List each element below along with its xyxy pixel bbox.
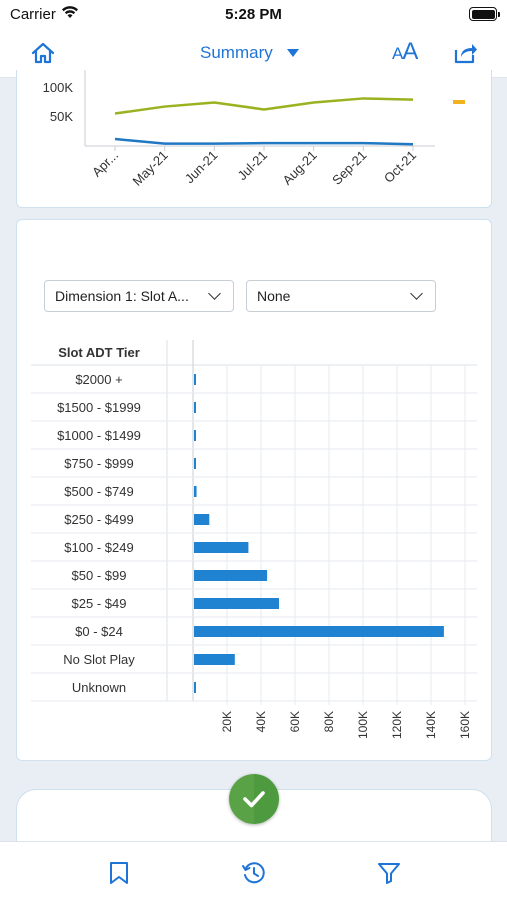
- category-label: $100 - $249: [64, 540, 133, 555]
- category-label: Unknown: [72, 680, 126, 695]
- bar[interactable]: [194, 626, 444, 637]
- x-tick-label: Sep-21: [329, 148, 369, 188]
- bar-chart-card: Dimension 1: Slot A... None Slot ADT Tie…: [16, 219, 492, 761]
- bookmark-icon[interactable]: [106, 860, 132, 886]
- home-icon[interactable]: [30, 40, 56, 66]
- category-label: $50 - $99: [72, 568, 127, 583]
- x-tick-label: 80K: [322, 711, 336, 732]
- checkmark-icon: [243, 791, 265, 808]
- x-tick-label: Oct-21: [381, 148, 419, 186]
- x-tick-label: 60K: [288, 711, 302, 732]
- category-label: $750 - $999: [64, 456, 133, 471]
- bar[interactable]: [194, 402, 196, 413]
- history-icon[interactable]: [241, 860, 267, 886]
- tab-bar: [0, 841, 507, 900]
- caret-down-icon: [286, 49, 299, 57]
- font-large-a: A: [402, 38, 418, 65]
- x-tick-label: Apr...: [89, 148, 121, 180]
- x-tick-label: 40K: [254, 711, 268, 732]
- category-label: $1500 - $1999: [57, 400, 141, 415]
- clock: 5:28 PM: [225, 6, 282, 23]
- bar[interactable]: [194, 374, 196, 385]
- filter-icon[interactable]: [376, 860, 402, 886]
- x-tick-label: 160K: [458, 711, 472, 739]
- category-label: No Slot Play: [63, 652, 135, 667]
- category-label: $25 - $49: [72, 596, 127, 611]
- trend-chart-card: 100K 50K Apr... May-21 Jun-21 Jul-21 Aug-21 Sep…: [16, 70, 492, 208]
- font-size-button[interactable]: AA: [392, 38, 418, 66]
- bar[interactable]: [194, 542, 249, 553]
- dimension2-dropdown[interactable]: None: [246, 280, 436, 312]
- nav-title-label: Summary: [200, 43, 273, 62]
- font-small-a: A: [392, 44, 403, 63]
- bar[interactable]: [194, 486, 197, 497]
- bar[interactable]: [194, 430, 196, 441]
- bar[interactable]: [194, 570, 268, 581]
- wifi-icon: [62, 6, 78, 18]
- x-tick-label: 100K: [356, 711, 370, 739]
- trend-series-line-1: [114, 97, 414, 115]
- bar[interactable]: [194, 514, 210, 525]
- trend-line-chart: 100K 50K Apr... May-21 Jun-21 Jul-21 Aug-21 Sep…: [43, 70, 465, 189]
- legend-swatch: [453, 100, 465, 104]
- dimension1-dropdown[interactable]: Dimension 1: Slot A...: [44, 280, 234, 312]
- check-button[interactable]: [229, 774, 279, 824]
- bar[interactable]: [194, 598, 279, 609]
- battery-icon: [469, 7, 500, 21]
- category-label: $250 - $499: [64, 512, 133, 527]
- dimension2-value: None: [257, 288, 291, 304]
- category-label: $2000 +: [75, 372, 122, 387]
- y-tick-label: 100K: [43, 80, 74, 95]
- bar[interactable]: [194, 654, 235, 665]
- x-tick-label: 120K: [390, 711, 404, 739]
- share-icon[interactable]: [452, 40, 478, 66]
- bar[interactable]: [194, 458, 196, 469]
- slot-adt-bar-chart: Slot ADT Tier $2000 + $1500 - $1999 $1000 …: [31, 340, 477, 739]
- x-tick-label: Aug-21: [280, 148, 320, 188]
- x-tick-label: 140K: [424, 711, 438, 739]
- x-tick-label: May-21: [130, 148, 171, 189]
- x-tick-label: Jun-21: [182, 148, 221, 187]
- category-label: $1000 - $1499: [57, 428, 141, 443]
- category-label: $500 - $749: [64, 484, 133, 499]
- x-tick-label: 20K: [220, 711, 234, 732]
- x-tick-label: Jul-21: [234, 148, 270, 184]
- y-tick-label: 50K: [50, 109, 73, 124]
- carrier-label: Carrier: [10, 6, 56, 23]
- bar[interactable]: [194, 682, 196, 693]
- category-label: $0 - $24: [75, 624, 123, 639]
- dimension1-value: Dimension 1: Slot A...: [55, 288, 189, 304]
- status-bar: Carrier 5:28 PM: [0, 0, 507, 30]
- column-header: Slot ADT Tier: [58, 345, 140, 360]
- summary-dropdown[interactable]: Summary: [200, 43, 299, 63]
- trend-series-line-2: [114, 137, 414, 146]
